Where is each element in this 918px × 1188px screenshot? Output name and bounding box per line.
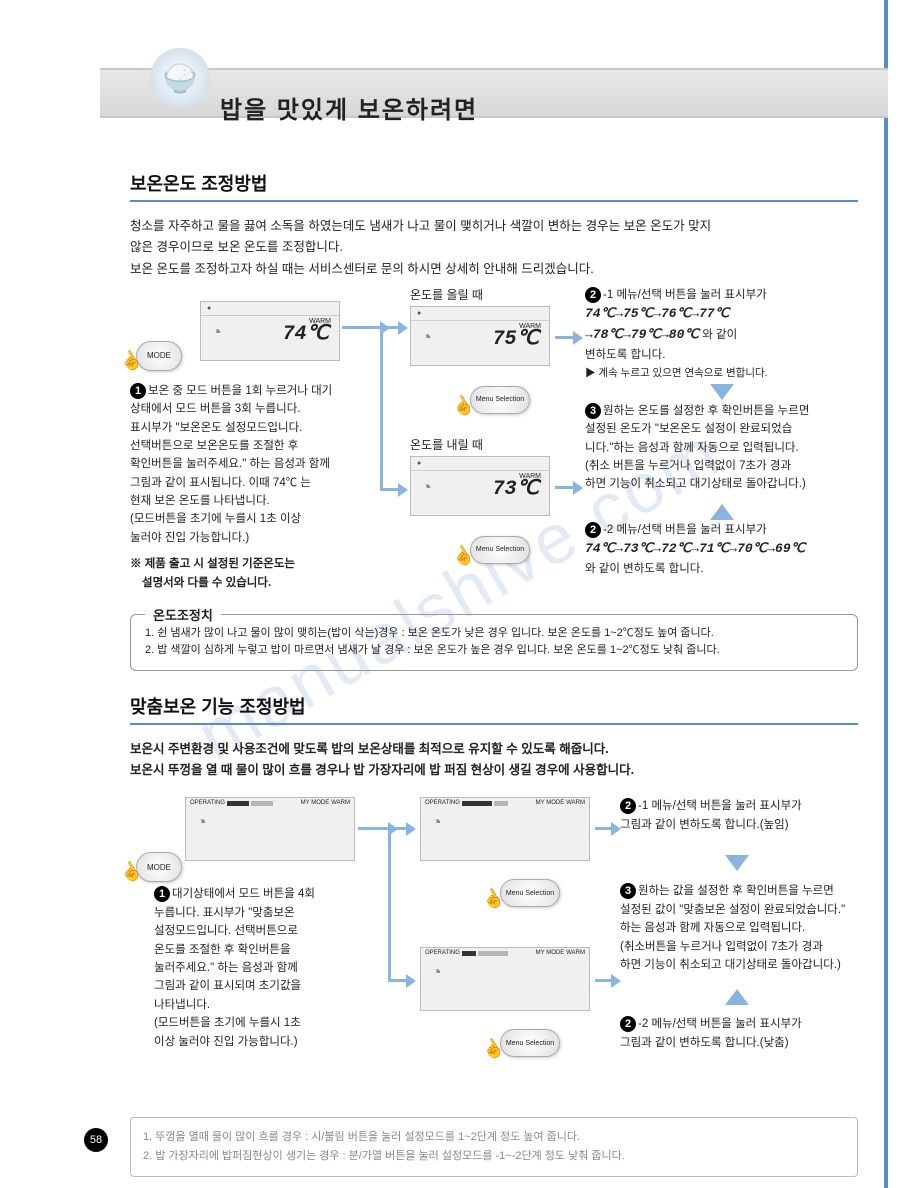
content-area: 보온온도 조정방법 청소를 자주하고 물을 끓여 소독을 하였는데도 냄새가 나… <box>130 170 858 1177</box>
arrow-up-icon <box>710 504 734 520</box>
pot-icon: ◔ <box>421 477 432 498</box>
num-2: 2 <box>585 522 601 538</box>
temp-down-label: 온도를 내릴 때 <box>410 436 483 453</box>
arrow-h <box>342 326 382 329</box>
num-2: 2 <box>620 798 636 814</box>
arrow-h <box>358 827 390 830</box>
arrow-h <box>388 827 408 830</box>
menu-selection-button[interactable]: Menu Selection <box>500 879 560 907</box>
section1-intro: 청소를 자주하고 물을 끓여 소독을 하였는데도 냄새가 나고 물이 맺히거나 … <box>130 216 858 280</box>
arrow-v <box>388 827 391 982</box>
section1-title: 보온온도 조정방법 <box>130 170 858 202</box>
display-mymode-main: OPERATING MY MODE WARM ◔ <box>185 797 355 861</box>
arrow-down-icon <box>710 384 734 400</box>
arrow-v <box>380 326 383 491</box>
section2-title: 맞춤보온 기능 조정방법 <box>130 693 858 725</box>
s2-step3-text: 3원하는 값을 설정한 후 확인버튼을 누르면 설정된 값이 "맞춤보온 설정이… <box>620 882 880 974</box>
arrow-h <box>595 979 613 982</box>
arrow-up-icon <box>725 989 749 1005</box>
pot-icon: ◔ <box>431 962 442 983</box>
display-up: ● WARM ◔ 75℃ <box>410 306 550 366</box>
arrow-down-icon <box>725 855 749 871</box>
display-main: ● WARM ◔ 74℃ <box>200 301 340 361</box>
num-3: 3 <box>620 883 636 899</box>
page-number: 58 <box>84 1128 108 1152</box>
s2-step2-1-text: 2-1 메뉴/선택 버튼을 눌러 표시부가 그림과 같이 변하도록 합니다.(높… <box>620 797 870 834</box>
arrow-h <box>380 326 400 329</box>
menu-selection-button[interactable]: Menu Selection <box>500 1029 560 1057</box>
s2-step2-2-text: 2-2 메뉴/선택 버튼을 눌러 표시부가 그림과 같이 변하도록 합니다.(낮… <box>620 1015 870 1052</box>
step1-text: 1보온 중 모드 버튼을 1회 누르거나 대기 상태에서 모드 버튼을 3회 누… <box>130 382 360 592</box>
header-ricecooker-icon <box>150 48 210 108</box>
pot-icon: ◔ <box>421 327 432 348</box>
pot-icon: ◔ <box>431 812 442 833</box>
infobox-title: 온도조정치 <box>145 605 221 624</box>
page-title: 밥을 맛있게 보온하려면 <box>220 90 478 125</box>
menu-selection-button[interactable]: Menu Selection <box>470 386 530 414</box>
num-2: 2 <box>620 1016 636 1032</box>
arrow-h <box>555 336 575 339</box>
temp-up-label: 온도를 올릴 때 <box>410 286 483 303</box>
step2-2-text: 2-2 메뉴/선택 버튼을 눌러 표시부가 74℃→73℃→72℃→71℃→70… <box>585 521 875 579</box>
pot-icon: ◔ <box>196 812 207 833</box>
step3-text: 3원하는 온도를 설정한 후 확인버튼을 누르면 설정된 온도가 "보온온도 설… <box>585 402 865 494</box>
arrow-h <box>380 488 400 491</box>
infobox-temp-adjust: 온도조정치 1. 쉰 냄새가 많이 나고 물이 많이 맺히는(밥이 삭는)경우 … <box>130 614 858 671</box>
mode-button[interactable]: MODE <box>136 852 182 882</box>
s2-step1-text: 1대기상태에서 모드 버튼을 4회 누릅니다. 표시부가 "맞춤보온 설정모드입… <box>154 885 364 1051</box>
step2-1-text: 2-1 메뉴/선택 버튼을 눌러 표시부가 74℃→75℃→76℃→77℃ →7… <box>585 286 865 383</box>
header-bar <box>100 68 888 118</box>
manual-page: 밥을 맛있게 보온하려면 manualshive.com 보온온도 조정방법 청… <box>0 0 918 1188</box>
display-down: ● WARM ◔ 73℃ <box>410 456 550 516</box>
section2-intro: 보온시 주변환경 및 사용조건에 맞도록 밥의 보온상태를 최적으로 유지할 수… <box>130 739 858 782</box>
menu-selection-button[interactable]: Menu Selection <box>470 536 530 564</box>
arrow-h <box>555 486 575 489</box>
bottom-note-box: 1. 뚜껑을 열때 물이 많이 흐를 경우 : 시/불림 버튼을 눌러 설정모드… <box>130 1117 858 1176</box>
flow1: ● WARM ◔ 74℃ MODE ☝ 온도를 올릴 때 온도를 내릴 때 ● … <box>130 296 858 606</box>
pot-icon: ◔ <box>211 322 222 343</box>
flow2: OPERATING MY MODE WARM ◔ MODE ☝ OPERATIN… <box>130 797 858 1097</box>
display-mymode-up: OPERATING MY MODE WARM ◔ <box>420 797 590 861</box>
num-2: 2 <box>585 287 601 303</box>
num-1: 1 <box>130 383 146 399</box>
display-mymode-down: OPERATING MY MODE WARM ◔ <box>420 947 590 1011</box>
side-stripe <box>884 0 888 1188</box>
arrow-h <box>595 827 613 830</box>
num-1: 1 <box>154 886 170 902</box>
num-3: 3 <box>585 403 601 419</box>
arrow-h <box>388 979 408 982</box>
